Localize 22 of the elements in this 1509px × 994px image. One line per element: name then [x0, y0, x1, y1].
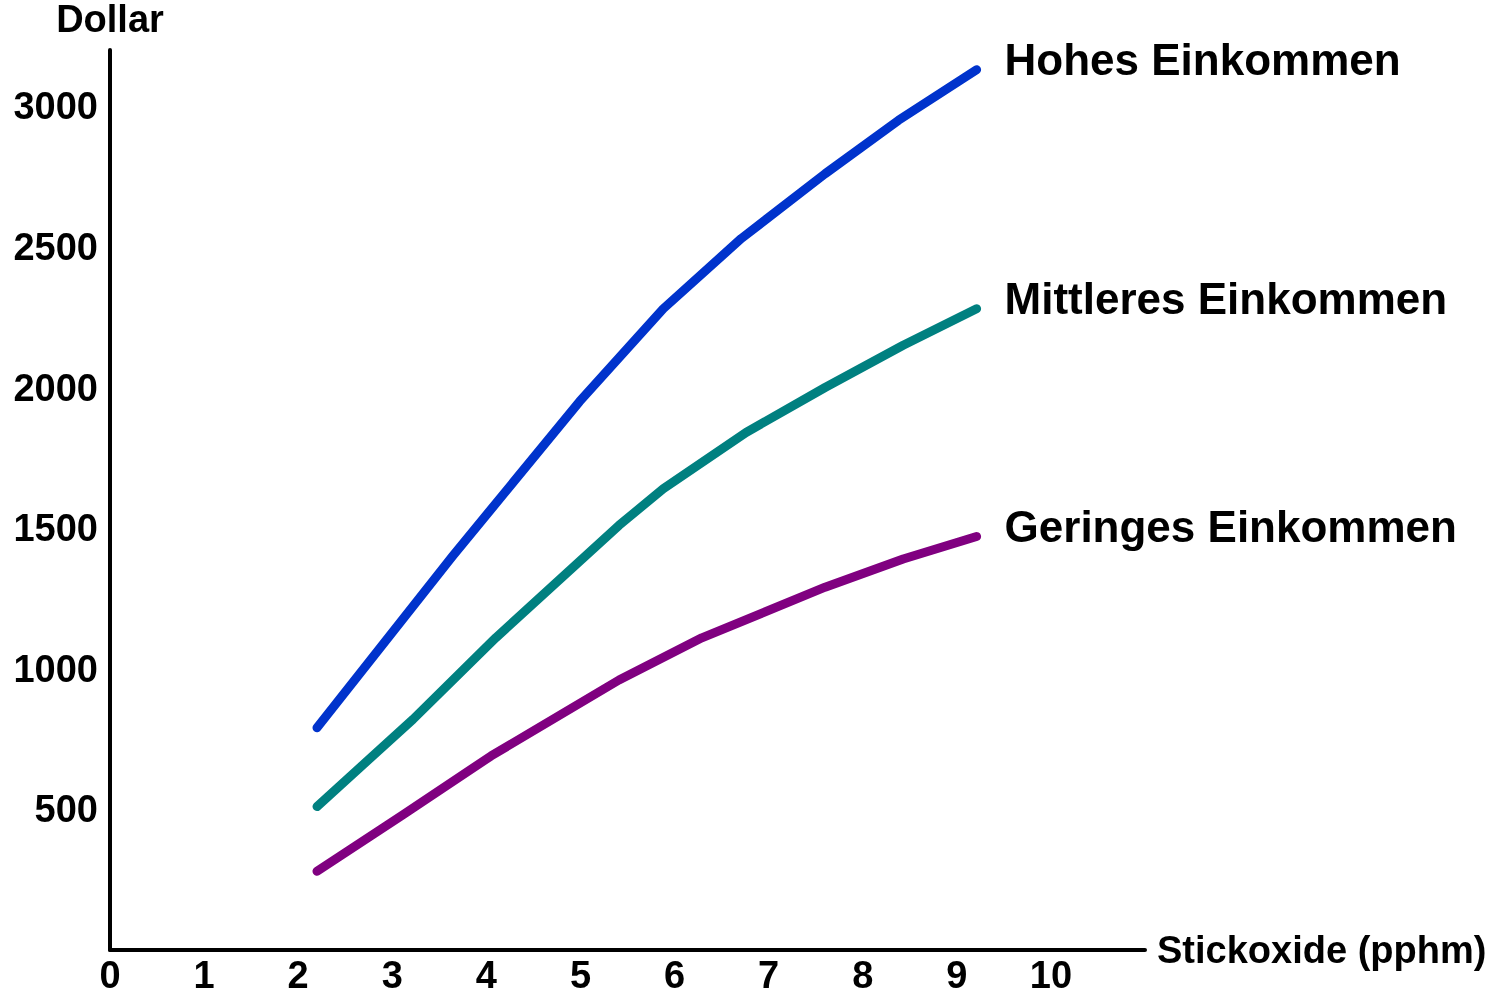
x-tick-label: 5: [569, 954, 592, 994]
y-tick-label: 500: [34, 788, 98, 831]
x-tick-label: 3: [381, 954, 403, 994]
y-tick-label: 2500: [13, 225, 98, 268]
x-tick-label: 9: [946, 954, 968, 994]
y-tick-label: 1500: [13, 507, 98, 550]
y-tick-label: 2000: [13, 366, 98, 409]
series-label: Mittleres Einkommen: [1004, 274, 1448, 324]
x-tick-label: 2: [287, 954, 309, 994]
series-label: Geringes Einkommen: [1004, 502, 1457, 552]
y-axis-title: Dollar: [56, 0, 165, 40]
y-tick-label: 1000: [13, 647, 98, 690]
x-tick-label: 8: [852, 954, 874, 994]
x-tick-label: 0: [99, 954, 121, 994]
x-tick-label: 7: [758, 954, 780, 994]
x-tick-label: 4: [475, 954, 497, 994]
y-tick-label: 3000: [13, 85, 98, 128]
x-axis-title: Stickoxide (pphm): [1157, 929, 1487, 971]
series-label: Hohes Einkommen: [1004, 35, 1401, 85]
x-tick-label: 6: [663, 954, 686, 994]
x-tick-label: 1: [193, 954, 215, 994]
x-tick-label: 10: [1029, 954, 1073, 994]
